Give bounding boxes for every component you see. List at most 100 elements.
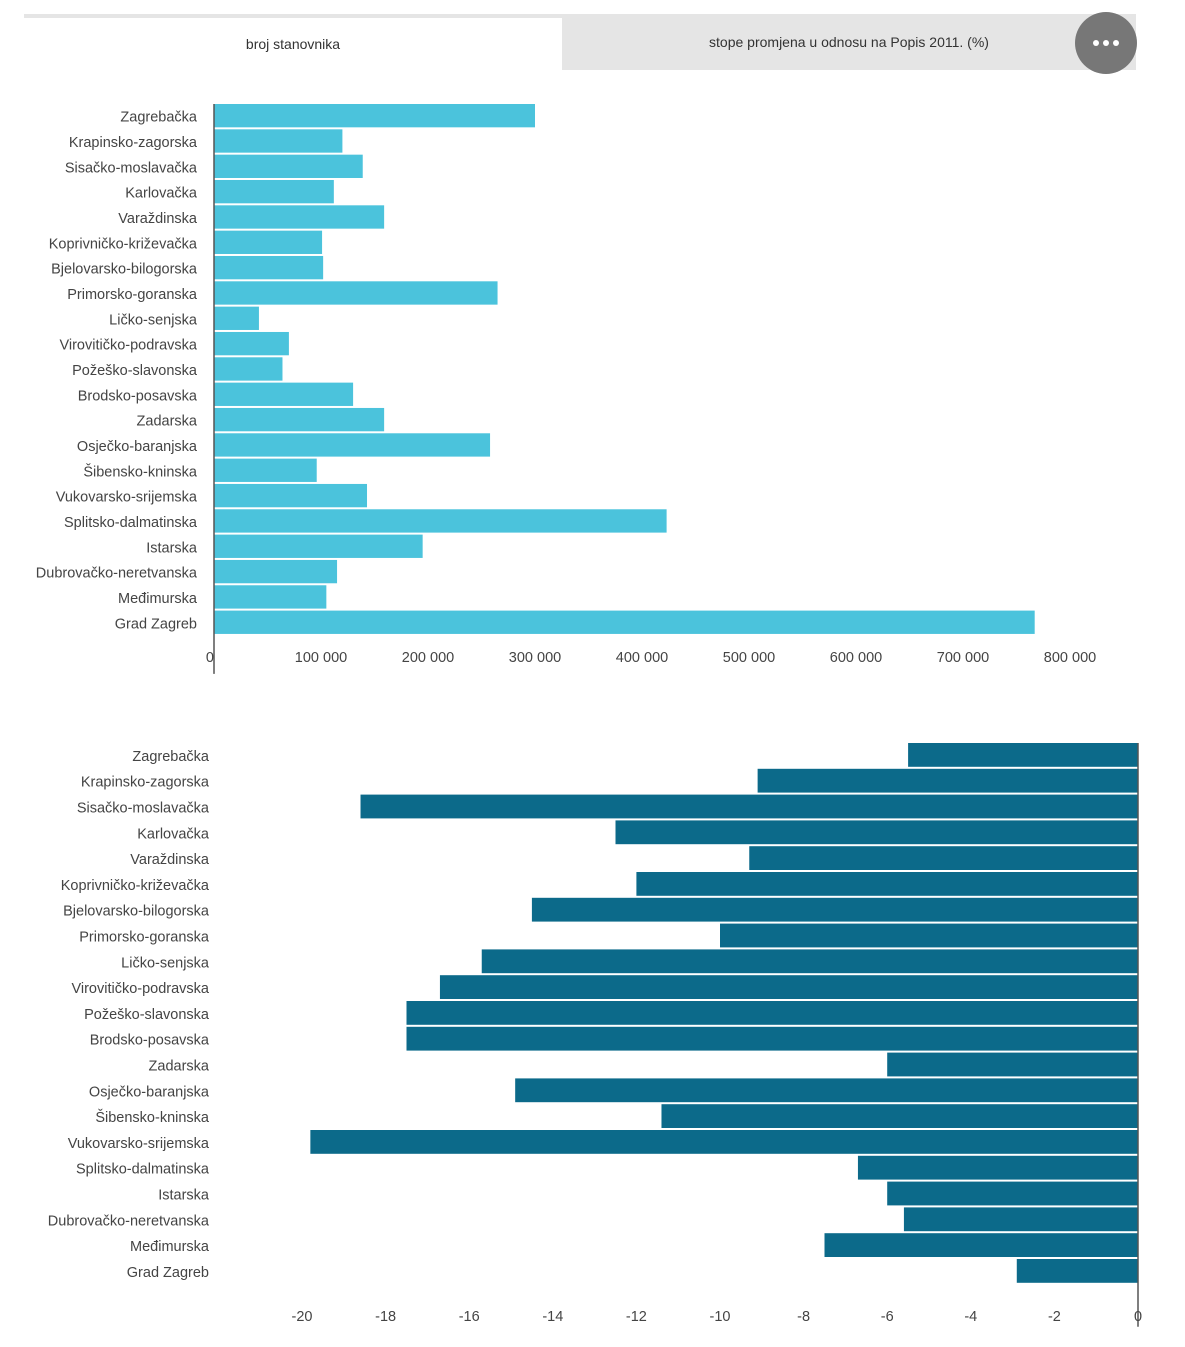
- bar-11: [406, 1001, 1138, 1025]
- x-tick-label: 800 000: [1044, 650, 1096, 666]
- x-tick-label: 0: [206, 650, 214, 666]
- bar-13: [214, 407, 385, 432]
- category-label: Karlovačka: [137, 826, 210, 842]
- x-tick-label: 100 000: [295, 650, 347, 666]
- bar-10: [214, 331, 289, 356]
- bar-1: [214, 104, 535, 128]
- bar-1: [908, 743, 1138, 767]
- category-label: Sisačko-moslavačka: [77, 801, 210, 817]
- bar-13: [887, 1052, 1138, 1077]
- bar-3: [360, 794, 1138, 819]
- bar-8: [720, 923, 1138, 948]
- x-tick-label: 500 000: [723, 650, 775, 666]
- category-label: Krapinsko-zagorska: [69, 135, 198, 151]
- category-label: Brodsko-posavska: [78, 388, 198, 404]
- x-tick-label: -6: [881, 1309, 894, 1325]
- category-label: Krapinsko-zagorska: [81, 775, 210, 791]
- bar-21: [1016, 1259, 1138, 1283]
- bar-15: [661, 1104, 1138, 1128]
- category-label: Šibensko-kninska: [95, 1109, 210, 1126]
- x-tick-label: 0: [1134, 1309, 1142, 1325]
- bar-10: [439, 975, 1138, 999]
- category-label: Sisačko-moslavačka: [65, 160, 198, 176]
- bar-3: [214, 154, 363, 178]
- more-horizontal-icon: [1091, 40, 1121, 46]
- bar-16: [310, 1130, 1138, 1154]
- bar-17: [214, 509, 667, 533]
- tab-bar: broj stanovnika stope promjena u odnosu …: [24, 14, 1136, 70]
- bar-6: [214, 230, 323, 254]
- bar-19: [903, 1207, 1138, 1232]
- bar-18: [214, 534, 423, 558]
- category-label: Koprivničko-križevačka: [61, 878, 210, 894]
- category-label: Brodsko-posavska: [90, 1033, 210, 1049]
- x-tick-label: 300 000: [509, 650, 561, 666]
- category-label: Vukovarsko-srijemska: [68, 1136, 210, 1152]
- bar-8: [214, 281, 498, 305]
- population-bar-chart: Zagrebačka Krapinsko-zagorska Sisačko-mosl…: [36, 104, 1096, 674]
- category-label: Primorsko-goranska: [67, 287, 198, 303]
- category-label: Ličko-senjska: [109, 312, 198, 328]
- x-tick-label: 600 000: [830, 650, 882, 666]
- bar-9: [481, 949, 1138, 974]
- tab-change-rates[interactable]: stope promjena u odnosu na Popis 2011. (…: [562, 14, 1136, 70]
- x-tick-label: -10: [710, 1309, 731, 1325]
- category-label: Dubrovačko-neretvanska: [36, 566, 198, 582]
- category-label: Međimurska: [118, 591, 198, 607]
- bar-2: [757, 768, 1138, 793]
- category-label: Međimurska: [130, 1239, 210, 1255]
- bar-7: [531, 897, 1138, 922]
- category-label: Šibensko-kninska: [83, 463, 198, 480]
- category-label: Zadarska: [149, 1059, 210, 1075]
- bar-11: [214, 357, 283, 381]
- x-tick-label: -14: [542, 1309, 563, 1325]
- bar-17: [857, 1155, 1138, 1180]
- category-label: Splitsko-dalmatinska: [76, 1162, 210, 1178]
- category-label: Bjelovarsko-bilogorska: [51, 262, 198, 278]
- bar-5: [749, 846, 1138, 870]
- bar-18: [887, 1181, 1138, 1206]
- category-label: Zadarska: [137, 414, 198, 430]
- bar-21: [214, 610, 1035, 634]
- category-label: Varaždinska: [118, 211, 198, 227]
- x-tick-label: 400 000: [616, 650, 668, 666]
- category-label: Virovitičko-podravska: [59, 338, 197, 354]
- category-label: Grad Zagreb: [127, 1265, 209, 1281]
- bar-5: [214, 205, 385, 229]
- category-label: Istarska: [158, 1188, 210, 1204]
- category-label: Grad Zagreb: [115, 616, 197, 632]
- category-label: Zagrebačka: [132, 749, 210, 765]
- bar-14: [214, 433, 491, 457]
- x-tick-label: -2: [1048, 1309, 1061, 1325]
- bar-7: [214, 255, 324, 280]
- category-label: Zagrebačka: [120, 110, 198, 126]
- category-label: Dubrovačko-neretvanska: [48, 1213, 210, 1229]
- bar-20: [214, 585, 327, 609]
- category-label: Vukovarsko-srijemska: [56, 490, 198, 506]
- x-tick-label: -4: [964, 1309, 977, 1325]
- x-tick-label: -18: [375, 1309, 396, 1325]
- x-tick-label: 200 000: [402, 650, 454, 666]
- change-rate-bar-chart: Zagrebačka Krapinsko-zagorska Sisačko-mosl…: [48, 743, 1142, 1327]
- category-label: Istarska: [146, 540, 198, 556]
- bar-12: [406, 1026, 1138, 1051]
- more-options-button[interactable]: [1075, 12, 1137, 74]
- x-tick-label: 700 000: [937, 650, 989, 666]
- category-label: Karlovačka: [125, 186, 198, 202]
- category-label: Požeško-slavonska: [84, 1007, 210, 1023]
- bar-6: [636, 872, 1138, 896]
- bar-19: [214, 559, 338, 584]
- category-label: Splitsko-dalmatinska: [64, 515, 198, 531]
- category-label: Osječko-baranjska: [89, 1084, 210, 1100]
- category-label: Osječko-baranjska: [77, 439, 198, 455]
- bar-4: [214, 179, 334, 204]
- category-label: Varaždinska: [130, 852, 210, 868]
- bar-14: [515, 1078, 1138, 1103]
- x-tick-label: -12: [626, 1309, 647, 1325]
- bar-15: [214, 458, 317, 482]
- tab-population[interactable]: broj stanovnika: [24, 18, 562, 70]
- bar-20: [824, 1233, 1138, 1257]
- bar-2: [214, 129, 343, 153]
- category-label: Virovitičko-podravska: [71, 981, 209, 997]
- category-label: Primorsko-goranska: [79, 930, 210, 946]
